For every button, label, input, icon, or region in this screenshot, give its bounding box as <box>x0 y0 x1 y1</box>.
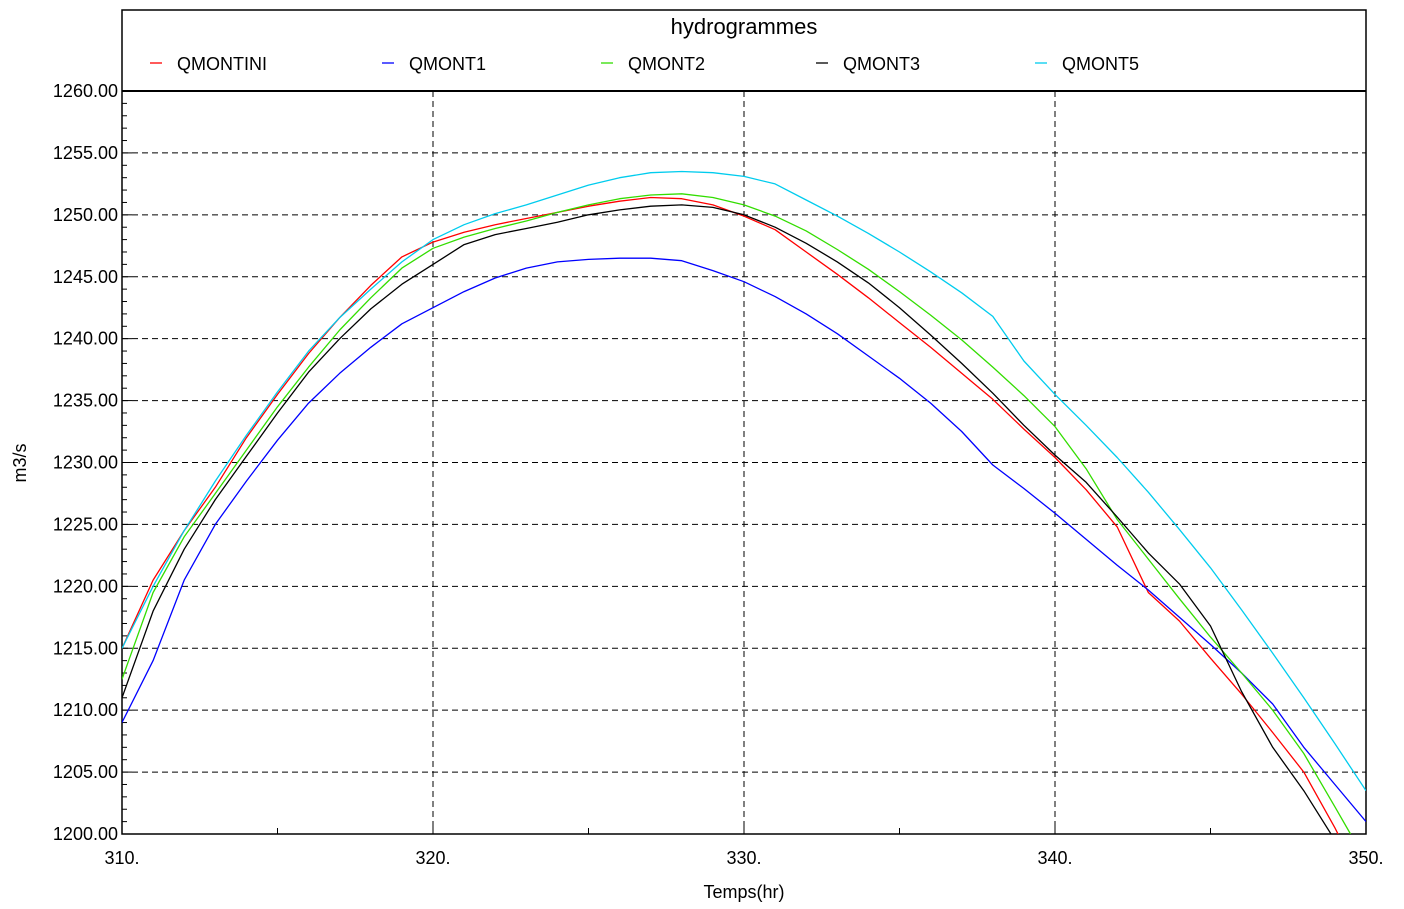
y-tick-label: 1215.00 <box>53 638 118 658</box>
x-tick-label: 340. <box>1037 848 1072 868</box>
series-group <box>122 170 1366 834</box>
x-tick-label: 330. <box>726 848 761 868</box>
y-axis-title: m3/s <box>10 443 30 482</box>
y-tick-label: 1230.00 <box>53 453 118 473</box>
series-line-qmont1 <box>122 257 1366 823</box>
series-line-qmont5 <box>122 170 1366 792</box>
y-tick-label: 1245.00 <box>53 267 118 287</box>
x-tick-label: 320. <box>415 848 450 868</box>
legend-label: QMONT1 <box>409 54 486 74</box>
legend-label: QMONT3 <box>843 54 920 74</box>
legend: QMONTINI QMONT1 QMONT2 QMONT3 QMONT5 <box>150 54 1139 74</box>
y-tick-label: 1220.00 <box>53 576 118 596</box>
legend-label: QMONT5 <box>1062 54 1139 74</box>
x-tick-label: 310. <box>104 848 139 868</box>
y-tick-label: 1240.00 <box>53 329 118 349</box>
y-tick-label: 1200.00 <box>53 824 118 844</box>
legend-label: QMONTINI <box>177 54 267 74</box>
legend-label: QMONT2 <box>628 54 705 74</box>
axis-ticks: 1200.00 1205.00 1210.00 1215.00 1220.00 1225.… <box>53 81 1384 868</box>
x-axis-title: Temps(hr) <box>703 882 784 902</box>
x-tick-label: 350. <box>1348 848 1383 868</box>
y-tick-label: 1255.00 <box>53 143 118 163</box>
y-tick-label: 1260.00 <box>53 81 118 101</box>
chart-title: hydrogrammes <box>671 14 818 39</box>
series-line-qmont2 <box>122 193 1352 834</box>
y-tick-label: 1210.00 <box>53 700 118 720</box>
y-tick-label: 1225.00 <box>53 514 118 534</box>
series-line-qmont3 <box>122 204 1332 834</box>
y-tick-label: 1235.00 <box>53 391 118 411</box>
y-tick-label: 1250.00 <box>53 205 118 225</box>
y-tick-label: 1205.00 <box>53 762 118 782</box>
